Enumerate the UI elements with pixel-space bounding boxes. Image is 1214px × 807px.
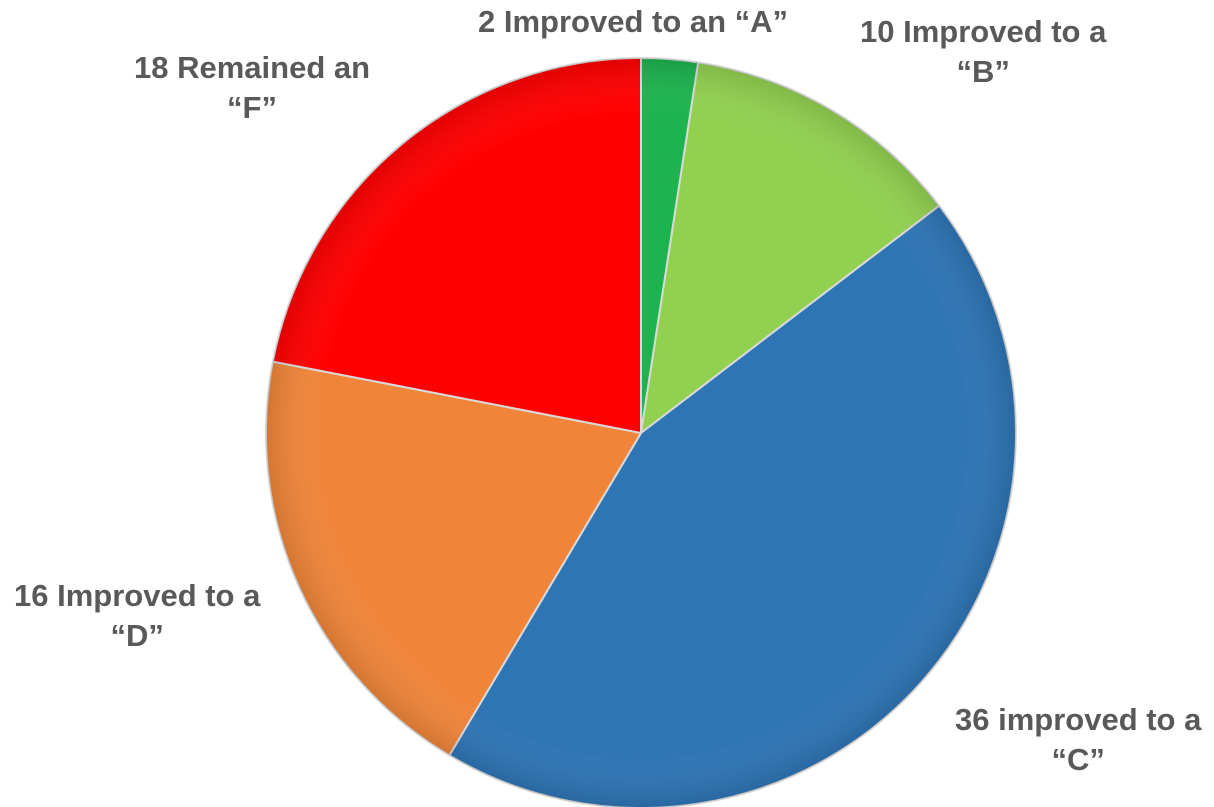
- slice-label-c-line1: 36 improved to a: [955, 702, 1202, 737]
- slice-label-b-line1: 10 Improved to a: [860, 14, 1107, 49]
- slice-label-a: 2 Improved to an “A”: [478, 2, 788, 42]
- pie-slices: [265, 57, 1017, 807]
- slice-label-c-line2: “C”: [1051, 742, 1105, 777]
- slice-label-c: 36 improved to a “C”: [955, 700, 1201, 780]
- slice-label-f-line1: 18 Remained an: [134, 50, 371, 85]
- slice-label-b-line2: “B”: [956, 54, 1010, 89]
- slice-label-b: 10 Improved to a “B”: [860, 12, 1106, 92]
- slice-label-f-line2: “F”: [227, 90, 277, 125]
- slice-label-a-line1: 2 Improved to an “A”: [478, 4, 789, 39]
- slice-label-d: 16 Improved to a “D”: [14, 576, 260, 656]
- slice-label-d-line2: “D”: [110, 618, 164, 653]
- slice-label-f: 18 Remained an “F”: [134, 48, 370, 128]
- slice-label-d-line1: 16 Improved to a: [14, 578, 261, 613]
